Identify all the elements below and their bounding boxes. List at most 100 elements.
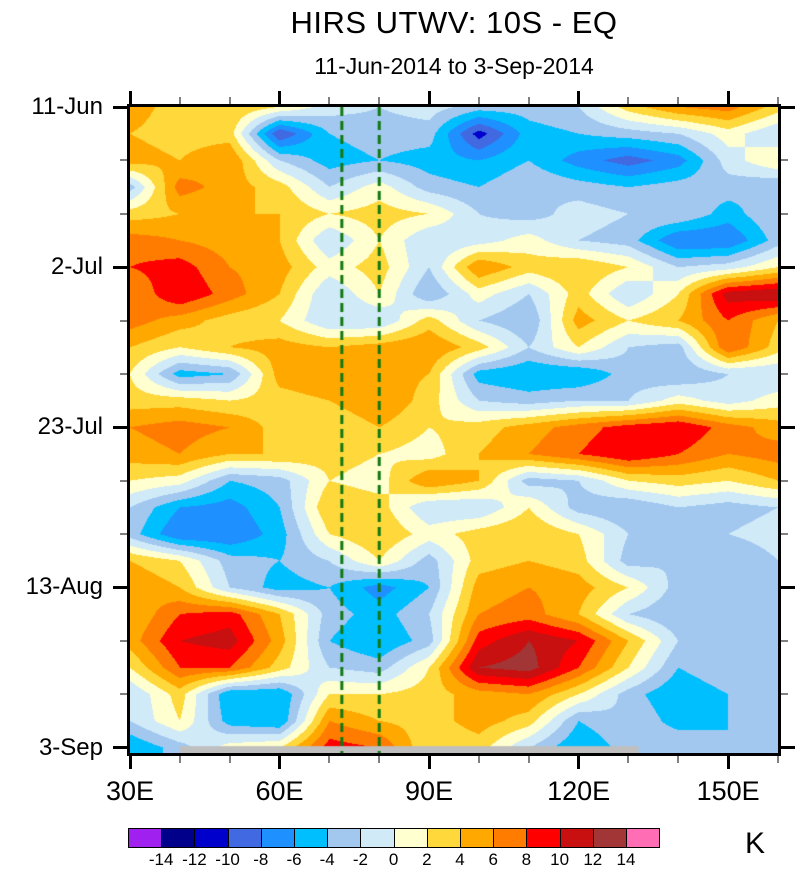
x-minor-tick-top (228, 97, 231, 104)
colorbar-tick-label: 6 (488, 850, 498, 869)
plot-frame (127, 104, 781, 756)
x-major-tick (278, 756, 282, 769)
colorbar-tick-label: 10 (550, 850, 570, 869)
y-axis-tick-label: 23-Jul (37, 413, 103, 441)
y-minor-tick (120, 372, 127, 375)
colorbar-tick-label: -4 (319, 850, 335, 869)
colorbar-cell (194, 828, 229, 848)
x-axis-tick-label: 90E (405, 776, 454, 806)
x-major-tick-top (128, 91, 132, 104)
y-minor-tick-right (781, 319, 788, 322)
x-minor-tick-top (178, 97, 181, 104)
colorbar-cell (626, 828, 661, 848)
x-minor-tick (777, 756, 779, 763)
y-major-tick-right (781, 425, 795, 429)
x-minor-tick (178, 756, 181, 763)
y-minor-tick (120, 159, 127, 162)
x-axis-tick-label: 30E (105, 776, 155, 806)
y-axis-tick-label: 3-Sep (38, 733, 103, 761)
y-major-tick (113, 105, 127, 109)
x-minor-tick-top (677, 97, 680, 104)
colorbar-tick-label: -8 (253, 850, 269, 869)
x-minor-tick-top (627, 97, 630, 104)
y-major-tick (113, 746, 127, 750)
x-minor-tick (477, 756, 480, 763)
y-minor-tick-right (781, 372, 788, 375)
colorbar-tick-label: 2 (422, 850, 432, 869)
colorbar-tick-label: -14 (148, 850, 174, 869)
x-major-tick-top (577, 91, 581, 104)
y-major-tick-right (781, 265, 795, 269)
x-minor-tick (627, 756, 630, 763)
x-axis-tick-label: 60E (255, 776, 304, 806)
x-minor-tick (228, 756, 231, 763)
y-axis-tick-label: 13-Aug (25, 573, 103, 601)
colorbar-cell (592, 828, 627, 848)
colorbar-tick-label: 0 (388, 850, 399, 869)
colorbar-cell (426, 828, 461, 848)
colorbar-tick-label: 8 (521, 850, 532, 869)
y-minor-tick (120, 639, 127, 642)
x-minor-tick (378, 756, 381, 763)
y-minor-tick-right (781, 479, 788, 482)
x-major-tick (726, 756, 730, 769)
colorbar-tick-label: 4 (455, 850, 465, 869)
colorbar-tick-label: -10 (215, 850, 240, 869)
contour-heatmap-canvas (130, 107, 778, 753)
colorbar-cell (393, 828, 428, 848)
colorbar-cell (260, 828, 295, 848)
colorbar-cell (526, 828, 561, 848)
x-major-tick-top (427, 91, 431, 104)
plot-title: HIRS UTWV: 10S - EQ (290, 5, 618, 40)
y-major-tick-right (781, 105, 795, 109)
x-major-tick (577, 756, 581, 769)
y-major-tick (113, 265, 127, 269)
colorbar-cell (360, 828, 395, 848)
x-major-tick-top (278, 91, 282, 104)
colorbar-cell (559, 828, 594, 848)
x-minor-tick-top (527, 97, 530, 104)
plot-subtitle: 11-Jun-2014 to 3-Sep-2014 (314, 53, 594, 79)
x-minor-tick-top (378, 97, 381, 104)
y-major-tick-right (781, 746, 795, 750)
x-minor-tick (328, 756, 331, 763)
colorbar-cell (327, 828, 362, 848)
x-axis-tick-label: 150E (696, 776, 760, 806)
colorbar-cell (493, 828, 528, 848)
colorbar-cell (227, 828, 262, 848)
colorbar-cell (294, 828, 329, 848)
y-axis-tick-label: 2-Jul (50, 253, 103, 281)
y-minor-tick-right (781, 159, 788, 162)
y-major-tick (113, 585, 127, 589)
y-minor-tick (120, 319, 127, 322)
x-minor-tick (677, 756, 680, 763)
x-minor-tick-top (328, 97, 331, 104)
x-major-tick (427, 756, 431, 769)
y-major-tick (113, 425, 127, 429)
y-minor-tick (120, 479, 127, 482)
colorbar-tick-label: 12 (583, 850, 603, 869)
colorbar-cell (161, 828, 196, 848)
y-minor-tick-right (781, 693, 788, 696)
x-major-tick-top (726, 91, 730, 104)
x-minor-tick-top (477, 97, 480, 104)
x-minor-tick (527, 756, 530, 763)
colorbar-tick-label: 14 (616, 850, 636, 869)
y-minor-tick-right (781, 212, 788, 215)
x-minor-tick-top (777, 97, 779, 104)
colorbar-tick-label: -6 (286, 850, 302, 869)
y-minor-tick-right (781, 639, 788, 642)
colorbar-tick-label: -2 (352, 850, 368, 869)
x-axis-tick-label: 120E (547, 776, 611, 806)
colorbar-unit-label: K (744, 827, 765, 860)
x-major-tick (128, 756, 132, 769)
colorbar-tick-label: -12 (182, 850, 207, 869)
y-minor-tick (120, 212, 127, 215)
y-minor-tick-right (781, 533, 788, 536)
y-minor-tick (120, 693, 127, 696)
y-minor-tick (120, 533, 127, 536)
colorbar-cell (128, 828, 163, 848)
y-axis-tick-label: 11-Jun (31, 93, 103, 120)
colorbar-cell (460, 828, 495, 848)
